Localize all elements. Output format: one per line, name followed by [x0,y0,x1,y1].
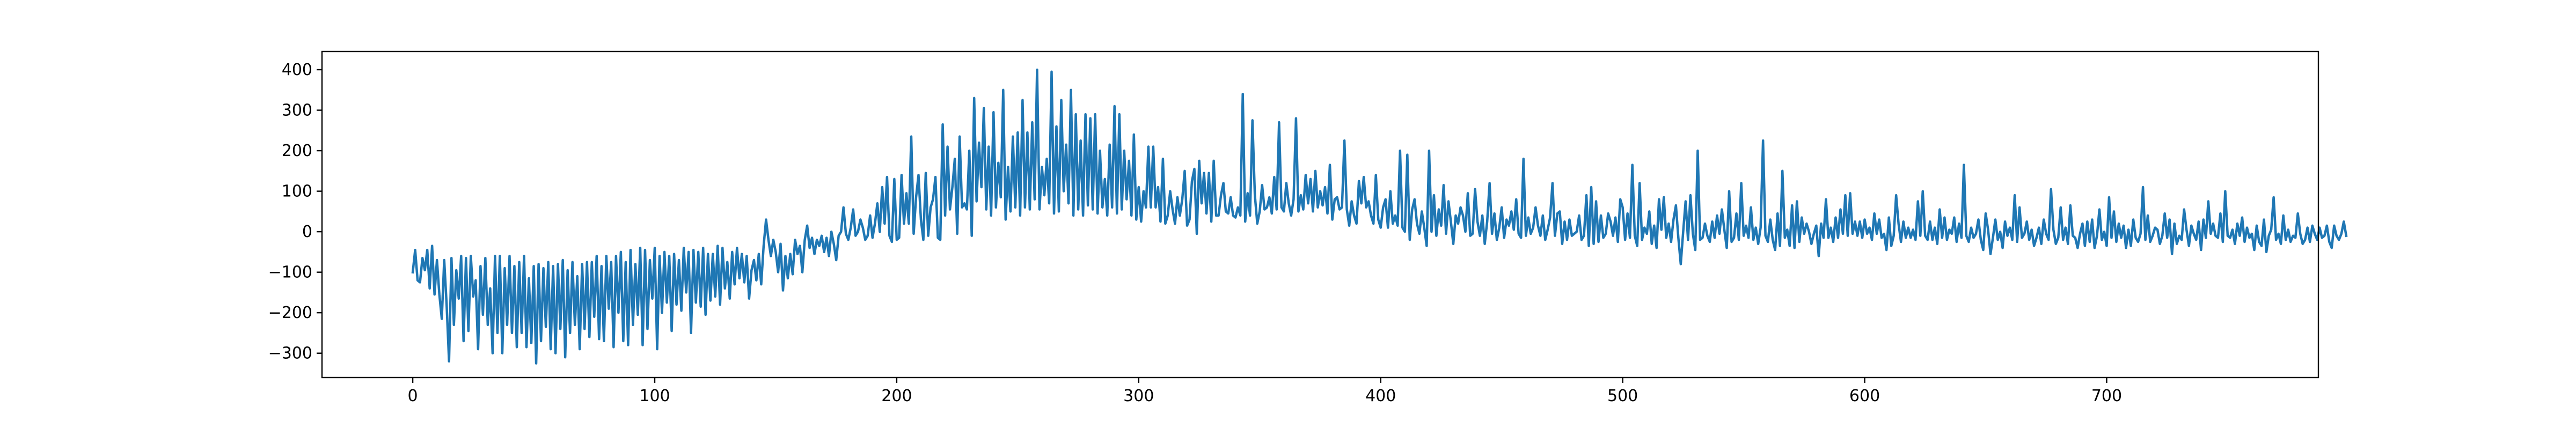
series-line [411,68,2348,365]
x-axis: 0 100 200 300 400 500 600 700 [408,378,2122,405]
y-tick-label: 100 [282,182,312,201]
x-tick-label: 400 [1365,387,1396,405]
x-tick-label: 200 [881,387,912,405]
x-tick-label: 600 [1849,387,1880,405]
x-tick-label: 700 [2091,387,2122,405]
y-tick-label: 400 [282,61,312,79]
y-tick-label: 0 [302,223,312,241]
x-tick-label: 500 [1607,387,1638,405]
y-axis: −300 −200 −100 0 100 200 300 400 [268,61,322,363]
y-tick-label: −100 [268,263,312,282]
plot-area [411,68,2348,365]
y-tick-label: 300 [282,101,312,120]
y-tick-label: −200 [268,304,312,322]
y-tick-label: 200 [282,142,312,160]
axes-frame [321,50,2319,379]
y-tick-label: −300 [268,344,312,363]
x-tick-label: 0 [408,387,418,405]
x-tick-label: 300 [1123,387,1154,405]
x-tick-label: 100 [639,387,670,405]
